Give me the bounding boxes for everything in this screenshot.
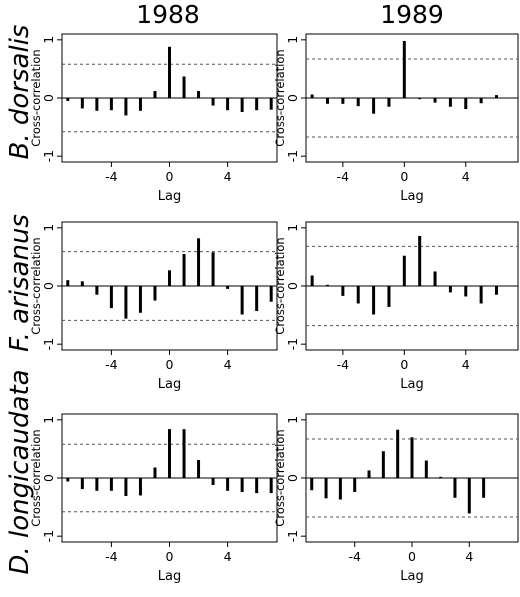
y-tick-label: 0	[41, 282, 56, 290]
y-axis-label: Cross-correlation	[273, 429, 287, 526]
x-tick-label: -4	[337, 169, 350, 184]
x-tick-label: -4	[348, 549, 361, 564]
x-tick-label: 0	[166, 169, 174, 184]
ccf-panel-5: -1 0 1 -4 0 4 Lag Cross-correlation	[273, 413, 519, 584]
x-tick-label: 4	[465, 549, 473, 564]
x-axis-label: Lag	[400, 377, 423, 392]
y-tick-label: 0	[41, 94, 56, 102]
y-axis-label: Cross-correlation	[29, 237, 43, 334]
ccf-panel-3: -1 0 1 -4 0 4 Lag Cross-correlation	[273, 221, 519, 392]
panels-layer: -1 0 1 -4 0 4 Lag Cross-correlation -1 0 1 -4 0 4 Lag C…	[29, 33, 519, 584]
x-axis-label: Lag	[158, 377, 181, 392]
y-tick-label: 0	[41, 474, 56, 482]
x-tick-label: 4	[224, 549, 232, 564]
y-tick-label: 0	[285, 282, 300, 290]
y-tick-label: 1	[41, 416, 56, 424]
y-tick-label: 1	[285, 416, 300, 424]
x-axis-label: Lag	[158, 189, 181, 204]
row-label-f-arisanus: F. arisanus	[5, 214, 35, 352]
ccf-panel-1: -1 0 1 -4 0 4 Lag Cross-correlation	[273, 33, 519, 204]
ccf-panel-2: -1 0 1 -4 0 4 Lag Cross-correlation	[29, 221, 278, 392]
x-axis-label: Lag	[400, 569, 423, 584]
y-axis-label: Cross-correlation	[273, 237, 287, 334]
y-axis-label: Cross-correlation	[29, 49, 43, 146]
y-axis-label: Cross-correlation	[29, 429, 43, 526]
x-tick-label: 0	[400, 169, 408, 184]
ccf-panel-4: -1 0 1 -4 0 4 Lag Cross-correlation	[29, 413, 278, 584]
y-tick-label: 1	[41, 224, 56, 232]
x-tick-label: 4	[462, 357, 470, 372]
y-tick-label: -1	[285, 530, 300, 542]
y-tick-label: 0	[285, 94, 300, 102]
x-tick-label: -4	[337, 357, 350, 372]
column-title-1988: 1988	[136, 0, 200, 29]
y-tick-label: 1	[285, 36, 300, 44]
x-tick-label: 0	[408, 549, 416, 564]
x-tick-label: 4	[224, 357, 232, 372]
column-title-1989: 1989	[380, 0, 444, 29]
y-tick-label: -1	[41, 150, 56, 162]
row-label-b-dorsalis: B. dorsalis	[5, 25, 35, 160]
row-label-d-longicaudata: D. longicaudata	[5, 369, 35, 574]
y-tick-label: 1	[41, 36, 56, 44]
x-tick-label: -4	[105, 169, 118, 184]
y-tick-label: -1	[41, 338, 56, 350]
y-tick-label: -1	[285, 338, 300, 350]
y-tick-label: 1	[285, 224, 300, 232]
x-tick-label: -4	[105, 357, 118, 372]
x-tick-label: -4	[105, 549, 118, 564]
y-tick-label: 0	[285, 474, 300, 482]
ccf-panel-0: -1 0 1 -4 0 4 Lag Cross-correlation	[29, 33, 278, 204]
y-axis-label: Cross-correlation	[273, 49, 287, 146]
x-tick-label: 4	[224, 169, 232, 184]
x-tick-label: 0	[400, 357, 408, 372]
x-tick-label: 0	[166, 357, 174, 372]
y-tick-label: -1	[285, 150, 300, 162]
x-tick-label: 0	[166, 549, 174, 564]
y-tick-label: -1	[41, 530, 56, 542]
x-tick-label: 4	[462, 169, 470, 184]
x-axis-label: Lag	[158, 569, 181, 584]
x-axis-label: Lag	[400, 189, 423, 204]
